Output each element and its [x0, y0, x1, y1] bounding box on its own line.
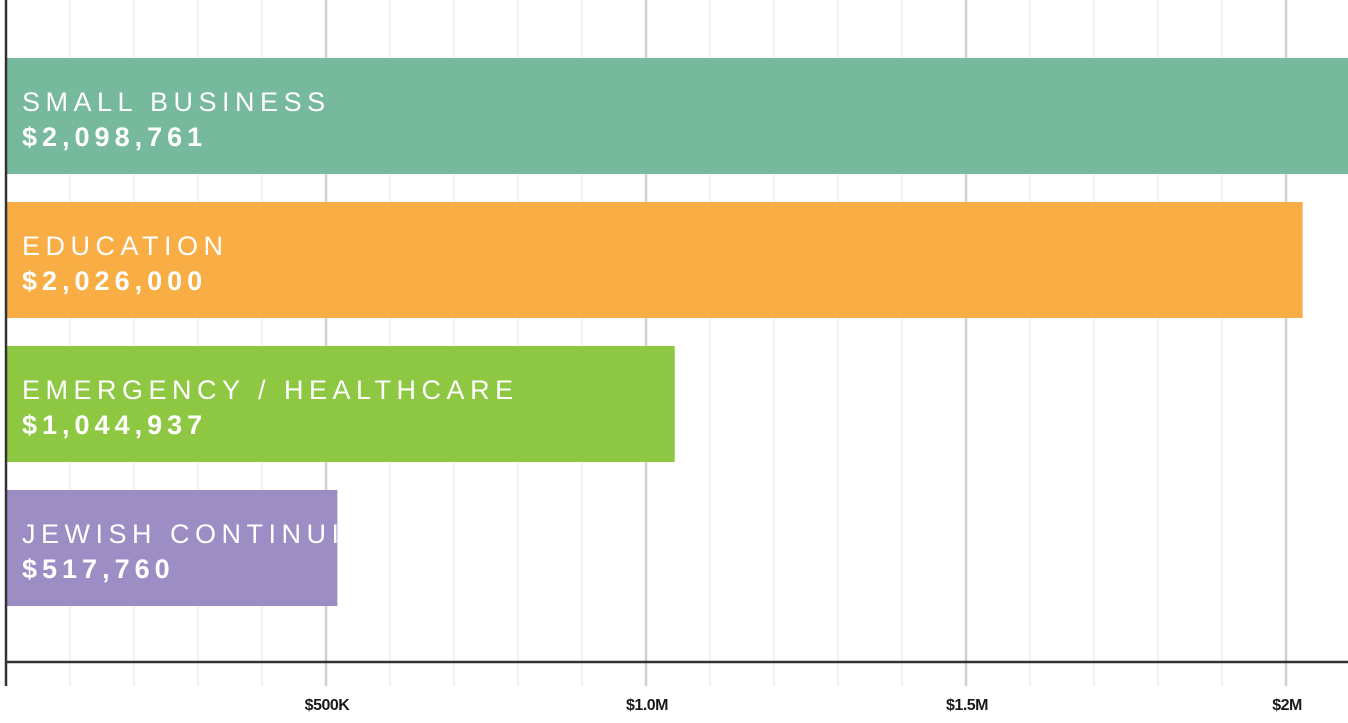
bar-value-label: $2,026,000	[22, 266, 207, 296]
bar-value-label: $1,044,937	[22, 410, 207, 440]
x-tick-label: $500K	[305, 697, 351, 714]
bar-group: JEWISH CONTINUITY $517,760	[6, 490, 390, 606]
x-tick-label: $1.0M	[626, 697, 668, 714]
axes: $500K $1.0M $1.5M $2M	[4, 0, 1348, 714]
bar-group: EDUCATION $2,026,000	[6, 202, 1303, 318]
x-tick-label: $1.5M	[946, 697, 988, 714]
bar-value-label: $517,760	[22, 554, 175, 584]
bar	[6, 490, 338, 606]
bar-category-label: EDUCATION	[22, 231, 229, 261]
bar	[6, 202, 1303, 318]
bar	[6, 58, 1348, 174]
bar	[6, 346, 675, 462]
bar-group: SMALL BUSINESS $2,098,761	[6, 58, 1348, 174]
bar-group: EMERGENCY / HEALTHCARE $1,044,937	[6, 346, 675, 462]
bar-category-label: EMERGENCY / HEALTHCARE	[22, 375, 519, 405]
bar-category-label: SMALL BUSINESS	[22, 87, 331, 117]
bar-category-label: JEWISH CONTINUITY	[22, 519, 390, 549]
bar-value-label: $2,098,761	[22, 122, 207, 152]
x-tick-label: $2M	[1272, 697, 1302, 714]
bars: SMALL BUSINESS $2,098,761 EDUCATION $2,026,…	[6, 58, 1348, 606]
